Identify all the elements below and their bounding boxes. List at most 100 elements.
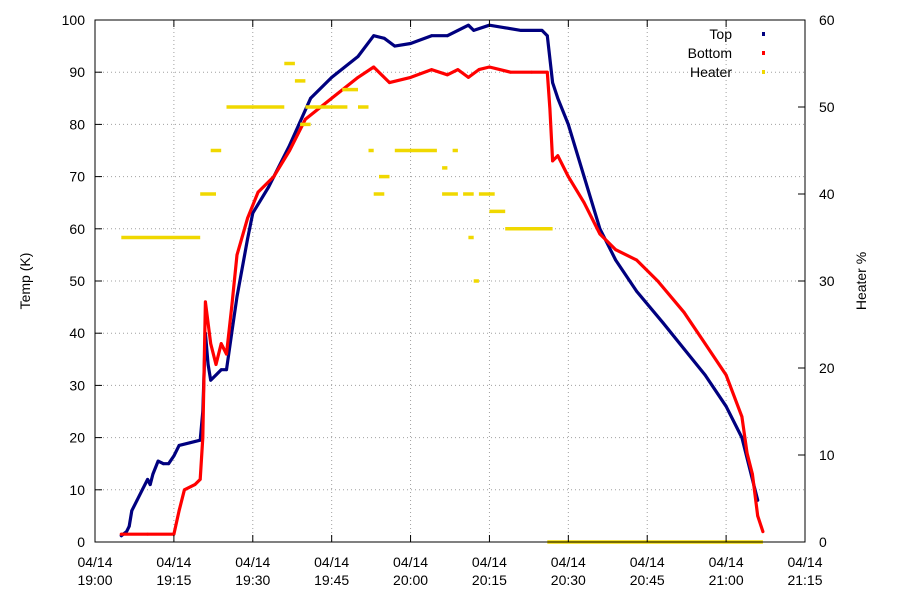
data-point — [198, 438, 202, 442]
data-point — [330, 96, 334, 100]
data-point — [509, 70, 512, 74]
data-point — [430, 34, 433, 38]
data-point — [530, 70, 533, 74]
y2-axis: 0 10 20 30 40 50 60 — [798, 12, 835, 550]
data-point — [566, 175, 570, 179]
x-tick-time: 20:00 — [393, 572, 428, 588]
data-point — [204, 300, 207, 304]
data-point — [548, 107, 552, 111]
y-tick-label: 40 — [69, 325, 85, 341]
data-point — [167, 462, 171, 466]
data-point — [582, 175, 586, 179]
data-point — [172, 454, 176, 458]
y-tick-label: 50 — [69, 273, 85, 289]
data-point — [761, 530, 765, 533]
x-tick-date: 04/14 — [156, 554, 191, 570]
data-point — [267, 185, 270, 189]
data-point — [235, 295, 239, 299]
data-point — [409, 42, 412, 45]
data-point — [614, 258, 618, 262]
data-point — [225, 368, 228, 372]
data-point — [309, 96, 312, 100]
data-point — [551, 159, 554, 163]
y2-tick-label: 20 — [819, 360, 835, 376]
data-point — [467, 23, 470, 27]
y-tick-label: 10 — [69, 482, 85, 498]
data-point — [745, 451, 749, 455]
legend-marks — [762, 32, 765, 74]
data-point — [304, 117, 307, 121]
data-point — [127, 524, 131, 528]
x-tick-time: 19:45 — [314, 572, 349, 588]
x-tick-date: 04/14 — [551, 554, 586, 570]
data-point — [740, 415, 744, 419]
data-point — [635, 290, 639, 293]
data-point — [598, 232, 602, 236]
data-point — [446, 34, 449, 38]
data-point — [188, 441, 192, 445]
x-tick-time: 20:45 — [630, 572, 665, 588]
y-tick-label: 30 — [69, 377, 85, 393]
data-point — [503, 26, 507, 30]
data-point — [288, 149, 291, 152]
data-point — [703, 373, 707, 377]
data-point — [125, 530, 128, 533]
data-point — [467, 76, 470, 79]
grid — [95, 20, 805, 542]
x-axis: 04/14 19:00 04/14 19:15 04/14 19:30 04/14 19:45… — [77, 20, 823, 588]
data-point — [198, 478, 202, 481]
legend-mark-heater — [762, 70, 765, 74]
data-point — [372, 34, 376, 38]
y-tick-label: 0 — [77, 534, 85, 550]
y2-tick-label: 60 — [819, 12, 835, 28]
data-point — [214, 363, 218, 366]
data-point — [219, 368, 223, 372]
x-tick-date: 04/14 — [235, 554, 270, 570]
legend-label-bottom: Bottom — [688, 45, 732, 61]
data-point — [119, 532, 123, 536]
x-tick-time: 20:15 — [472, 572, 507, 588]
data-point — [356, 55, 360, 58]
data-point — [135, 498, 139, 502]
data-point — [556, 154, 560, 158]
data-point — [130, 509, 134, 513]
data-point — [151, 472, 155, 476]
data-point — [230, 331, 234, 335]
y-tick-label: 20 — [69, 430, 85, 446]
data-point — [146, 532, 150, 536]
x-tick-date: 04/14 — [472, 554, 507, 570]
data-point — [751, 472, 754, 476]
y2-tick-label: 40 — [819, 186, 835, 202]
data-point — [519, 29, 523, 32]
x-tick-time: 21:00 — [709, 572, 744, 588]
data-point — [177, 509, 181, 513]
data-point — [682, 347, 686, 351]
data-point — [566, 123, 570, 126]
data-point — [488, 65, 491, 69]
legend-label-heater: Heater — [690, 64, 732, 80]
y2-axis-label: Heater % — [853, 252, 869, 310]
data-point — [472, 29, 476, 32]
data-point — [230, 305, 234, 309]
data-point — [456, 29, 460, 32]
data-point — [219, 342, 223, 345]
x-tick-date: 04/14 — [77, 554, 112, 570]
x-tick-time: 21:15 — [787, 572, 822, 588]
data-point — [724, 404, 728, 408]
data-point — [545, 70, 549, 74]
x-tick-time: 20:30 — [551, 572, 586, 588]
data-point — [193, 483, 197, 486]
legend-mark-bottom — [762, 51, 765, 55]
data-point — [540, 29, 544, 32]
y2-tick-label: 30 — [819, 273, 835, 289]
data-point — [545, 34, 549, 38]
data-point — [148, 483, 152, 486]
y-axis: 0 10 20 30 40 50 60 70 80 90 100 — [62, 12, 102, 550]
data-point — [582, 201, 586, 205]
data-point — [456, 68, 460, 71]
data-point — [477, 68, 481, 71]
data-point — [656, 279, 660, 283]
data-point — [156, 459, 160, 463]
x-tick-time: 19:15 — [156, 572, 191, 588]
